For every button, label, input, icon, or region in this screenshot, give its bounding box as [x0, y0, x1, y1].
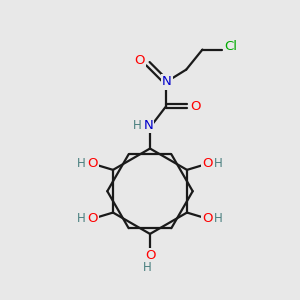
- Text: Cl: Cl: [224, 40, 237, 52]
- Text: O: O: [145, 249, 155, 262]
- Text: H: H: [133, 119, 142, 132]
- Text: O: O: [190, 100, 201, 112]
- Text: H: H: [214, 212, 223, 225]
- Text: N: N: [144, 119, 153, 132]
- Text: H: H: [214, 157, 223, 170]
- Text: O: O: [134, 54, 145, 67]
- Text: O: O: [88, 212, 98, 225]
- Text: O: O: [88, 157, 98, 170]
- Text: H: H: [77, 212, 86, 225]
- Text: O: O: [202, 157, 212, 170]
- Text: O: O: [202, 212, 212, 225]
- Text: H: H: [143, 261, 152, 274]
- Text: N: N: [162, 76, 172, 88]
- Text: H: H: [77, 157, 86, 170]
